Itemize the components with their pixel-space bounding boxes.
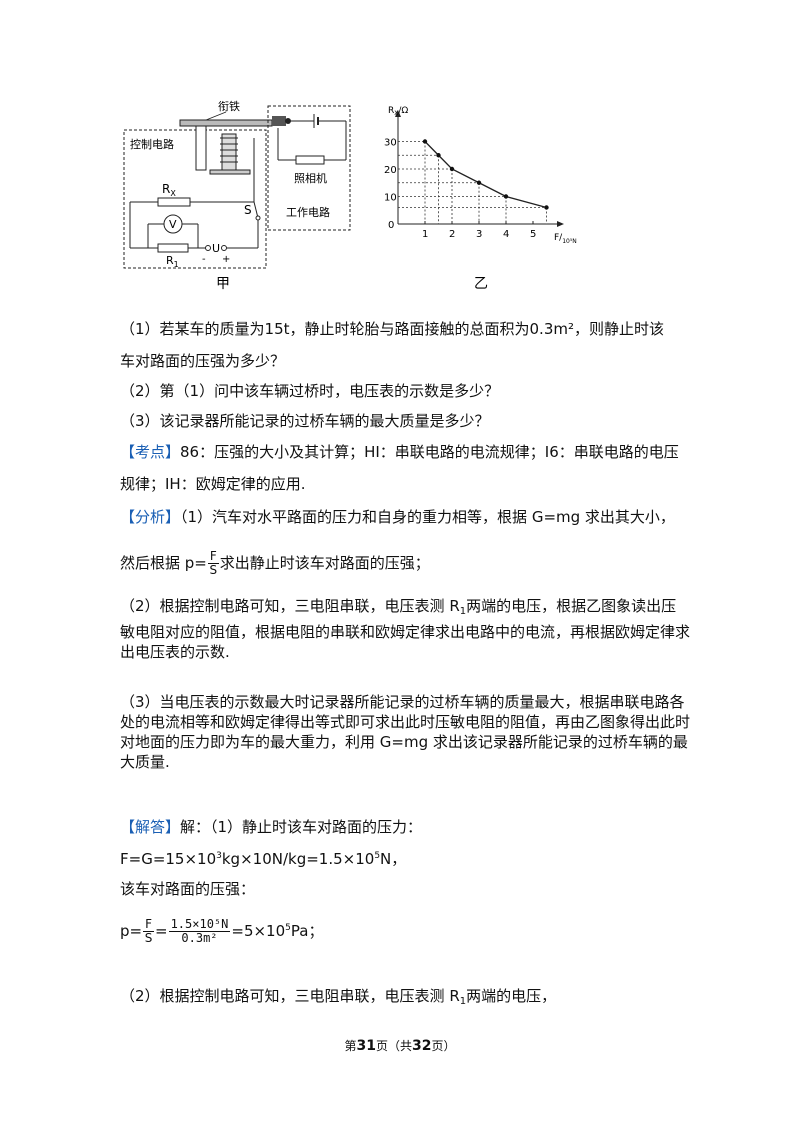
jieda-line-1: 【解答】解：（1）静止时该车对路面的压力： — [120, 818, 423, 836]
x-tick-label: 3 — [476, 229, 482, 240]
figure-caption-yi: 乙 — [474, 276, 488, 292]
y-axis-label: RX/Ω — [388, 106, 408, 117]
camera-label: 照相机 — [294, 171, 327, 185]
svg-text:+: + — [222, 254, 230, 265]
x-axis-label: F/10⁵N — [554, 233, 577, 245]
fenxi-paragraph-2: （2）根据控制电路可知，三电阻串联，电压表测 R1两端的电压，根据乙图象读出压敏… — [120, 597, 691, 661]
x-tick-label: 1 — [422, 229, 428, 240]
data-point — [544, 205, 549, 210]
work-circuit-box — [267, 105, 351, 231]
page-total: 32 — [412, 1038, 432, 1054]
voltmeter-label: V — [169, 218, 177, 231]
fenxi-paragraph-3: （3）当电压表的示数最大时记录器所能记录的过桥车辆的质量最大，根据串联电路各处的… — [120, 693, 691, 771]
control-circuit-box — [123, 129, 267, 269]
x-tick-label: 5 — [530, 229, 536, 240]
page-number: 31 — [356, 1038, 376, 1054]
question-1-line-1: （1）若某车的质量为15t，静止时轮胎与路面接触的总面积为0.3m²，则静止时该 — [120, 320, 664, 338]
armature-label: 衔铁 — [218, 100, 240, 113]
kaodian-line-1: 【考点】86：压强的大小及其计算；HI：串联电路的电流规律；I6：串联电路的电压 — [120, 443, 679, 461]
svg-text:-: - — [202, 254, 206, 265]
question-3: （3）该记录器所能记录的过桥车辆的最大质量是多少？ — [120, 412, 490, 430]
jieda-part-2: （2）根据控制电路可知，三电阻串联，电压表测 R1两端的电压， — [120, 987, 557, 1007]
data-point — [476, 180, 482, 185]
pressure-fraction: 1.5×10⁵N 0.3m² — [168, 917, 231, 945]
equation-pressure: p= F S = 1.5×10⁵N 0.3m² =5×105Pa； — [120, 917, 324, 945]
fenxi-line-2: 然后根据 p= F S 求出静止时该车对路面的压强； — [120, 549, 430, 577]
svg-text:U: U — [212, 242, 220, 255]
x-tick-label: 4 — [503, 229, 509, 240]
fenxi-tag: 【分析】 — [120, 508, 181, 526]
page-footer: 第31页（共32页） — [344, 1038, 456, 1054]
x-tick-label: 2 — [449, 229, 455, 240]
question-1-line-2: 车对路面的压强为多少？ — [120, 352, 286, 370]
y-tick-label: 30 — [384, 138, 397, 149]
kaodian-tag: 【考点】 — [120, 443, 181, 461]
figure-caption-jia: 甲 — [216, 276, 230, 292]
kaodian-line-2: 规律；IH：欧姆定律的应用. — [120, 475, 306, 493]
data-point — [449, 166, 455, 172]
data-point — [503, 194, 509, 199]
work-circuit-label: 工作电路 — [286, 206, 330, 219]
question-2: （2）第（1）问中该车辆过桥时，电压表的示数是多少？ — [120, 382, 500, 400]
r1-label: R1 — [166, 254, 179, 269]
fenxi-line-1: 【分析】（1）汽车对水平路面的压力和自身的重力相等，根据 G=mg 求出其大小， — [120, 508, 675, 526]
series-curve — [424, 141, 547, 209]
data-point — [422, 139, 428, 144]
rx-label: RX — [162, 182, 176, 198]
jieda-tag: 【解答】 — [120, 818, 181, 836]
data-point — [436, 153, 441, 158]
switch-label: S — [244, 203, 252, 217]
y-tick-label: 10 — [384, 193, 397, 204]
control-circuit-label: 控制电路 — [130, 137, 174, 151]
jieda-line-3: 该车对路面的压强： — [120, 880, 256, 898]
equation-force: F=G=15×103kg×10N/kg=1.5×105N， — [120, 850, 407, 868]
rx-force-graph: RX/Ω F/10⁵N 0 1 2 3 4 5 10 20 30 乙 — [384, 106, 577, 292]
physics-figure: 控制电路 衔铁 照相机 工作电路 RX — [123, 100, 577, 292]
y-tick-label: 20 — [384, 165, 397, 176]
origin-label: 0 — [388, 220, 394, 231]
